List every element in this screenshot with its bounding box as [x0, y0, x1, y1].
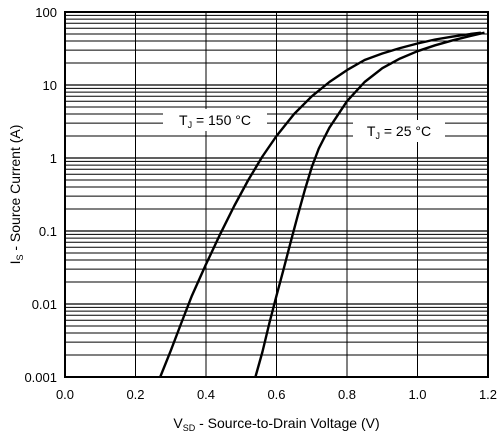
series-line-2: [254, 31, 485, 378]
x-tick-label: 0.4: [197, 387, 215, 402]
x-tick-label: 1.2: [479, 387, 497, 402]
plot-frame: [64, 11, 489, 378]
y-tick-label: 100: [35, 5, 57, 20]
y-tick-label: 10: [43, 78, 57, 93]
x-tick-label: 0.0: [56, 387, 74, 402]
series-label-1: TJ = 150 °C: [179, 112, 251, 130]
x-tick-label: 0.2: [126, 387, 144, 402]
y-tick-label: 1: [50, 151, 57, 166]
y-tick-label: 0.001: [24, 370, 57, 385]
x-tick-label: 0.8: [338, 387, 356, 402]
curves: [159, 31, 485, 378]
x-tick-label: 1.0: [408, 387, 426, 402]
series-label-bg-2: [353, 120, 445, 142]
y-axis-title: IS - Source Current (A): [7, 125, 25, 265]
grid: [65, 12, 488, 377]
series-label-bg-1: [163, 109, 267, 131]
series-line-1: [159, 31, 482, 378]
x-axis-title: VSD - Source-to-Drain Voltage (V): [173, 415, 379, 433]
y-tick-label: 0.01: [32, 297, 57, 312]
series-label-2: TJ = 25 °C: [367, 123, 431, 141]
y-tick-label: 0.1: [39, 224, 57, 239]
labels: 0.0 0.2 0.4 0.6 0.8 1.0 1.2 100 10 1 0.1 0.01 0.001 T…: [7, 5, 497, 433]
x-tick-label: 0.6: [267, 387, 285, 402]
